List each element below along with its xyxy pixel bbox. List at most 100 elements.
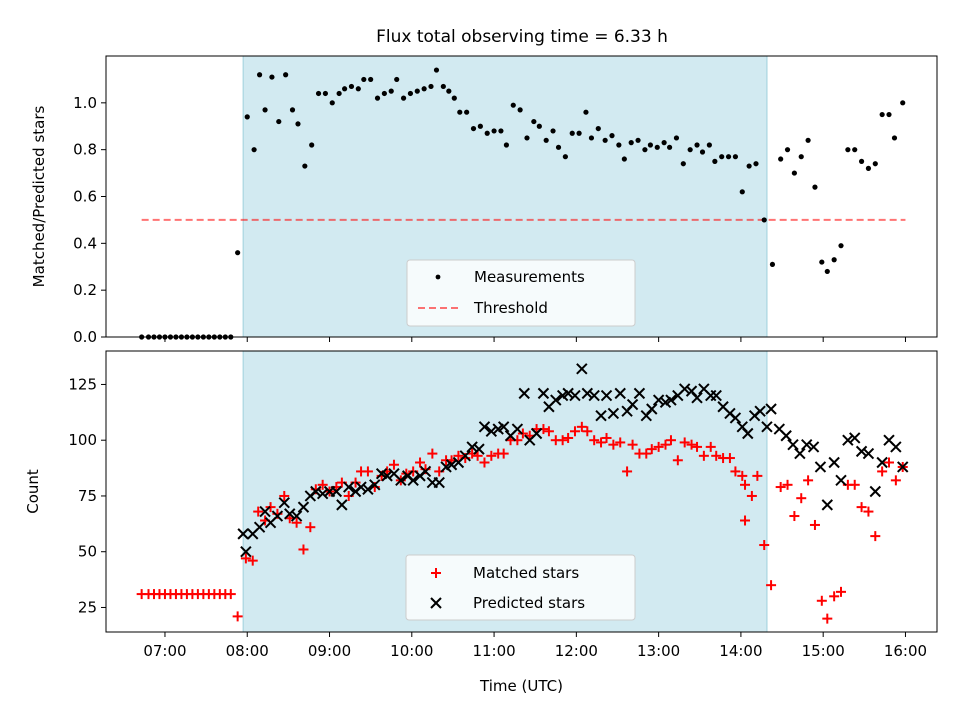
matched-star-point: [653, 441, 664, 452]
predicted-star-point: [381, 470, 393, 482]
matched-star-point: [646, 444, 657, 455]
time-x-tick-label: 08:00: [226, 642, 269, 660]
predicted-star-point: [278, 496, 290, 509]
predicted-star-point: [849, 432, 861, 444]
predicted-star-point: [581, 387, 594, 400]
matched-star-point: [615, 437, 626, 448]
count-y-axis-label: Count: [24, 469, 42, 514]
matched-star-point: [730, 466, 741, 477]
measurement-point: [761, 217, 767, 223]
matched-star-point: [856, 502, 867, 513]
matched-star-point: [679, 437, 690, 448]
measurement-point: [498, 128, 504, 134]
matched-star-point: [415, 457, 426, 468]
predicted-star-point: [497, 421, 510, 433]
measurement-point: [484, 130, 490, 136]
predicted-star-point: [678, 383, 691, 395]
predicted-star-point: [595, 409, 607, 422]
measurement-point: [865, 165, 872, 171]
measurement-point: [550, 128, 556, 134]
matched-star-point: [472, 450, 483, 461]
matched-star-point: [746, 490, 757, 501]
predicted-star-point: [814, 461, 827, 473]
measurement-point: [355, 86, 361, 92]
predicted-star-point: [284, 508, 296, 520]
matched-star-point: [692, 441, 703, 452]
predicted-star-point: [787, 438, 799, 451]
measurement-point: [446, 88, 452, 94]
ratio-y-tick-label: 0.6: [73, 188, 97, 206]
matched-star-point: [253, 506, 264, 517]
predicted-star-point: [576, 363, 588, 375]
matched-star-point: [569, 426, 580, 437]
measurement-point: [315, 90, 322, 97]
matched-star-point: [582, 426, 593, 437]
measurement-point: [628, 140, 634, 146]
predicted-star-point: [237, 528, 249, 540]
predicted-star-point: [821, 499, 834, 511]
predicted-star-point: [742, 427, 754, 440]
matched-star-point: [576, 421, 587, 432]
time-x-tick-label: 16:00: [884, 642, 927, 660]
predicted-star-point: [633, 387, 646, 400]
time-x-tick-label: 12:00: [555, 642, 598, 660]
measurement-point: [433, 67, 440, 73]
measurement-point: [891, 135, 898, 141]
ratio-y-tick-label: 0.8: [73, 141, 97, 159]
ratio-axes-frame: [105, 55, 938, 338]
measurement-point: [886, 111, 892, 118]
measurement-point: [852, 147, 858, 153]
predicted-star-point: [765, 403, 777, 415]
measurement-point: [583, 109, 589, 115]
measurement-point: [400, 95, 407, 101]
measurement-point: [283, 72, 289, 78]
predicted-star-point: [780, 430, 792, 442]
measurement-point: [309, 142, 315, 148]
legend-predicted-glyph: [430, 597, 442, 609]
measurement-point: [491, 128, 497, 134]
measurement-point: [524, 135, 530, 141]
predicted-star-point: [691, 392, 703, 404]
legend-matched-glyph: [431, 568, 441, 578]
ratio-y-axis-label: Matched/Predicted stars: [30, 106, 48, 288]
measurement-point: [739, 189, 745, 195]
measurement-point: [368, 76, 374, 83]
measurement-point: [244, 114, 250, 120]
measurement-point: [457, 109, 463, 115]
legend-threshold-label: Threshold: [473, 299, 548, 317]
measurement-point: [621, 156, 627, 162]
matched-star-point: [829, 591, 840, 602]
predicted-star-point: [362, 483, 374, 495]
predicted-star-point: [355, 481, 367, 493]
measurement-point: [569, 130, 575, 136]
matched-star-point: [789, 511, 800, 522]
matched-star-point: [737, 470, 748, 481]
ratio-legend: Measurements Threshold: [406, 259, 636, 327]
matched-star-point: [240, 553, 251, 564]
measurement-point: [251, 147, 257, 153]
predicted-star-point: [646, 403, 658, 415]
count-y-tick-label: 100: [68, 431, 97, 449]
measurement-point: [576, 130, 582, 136]
ratio-x-ticks: [164, 337, 906, 342]
ratio-y-tick-label: 1.0: [73, 94, 97, 112]
matched-star-point: [453, 450, 464, 461]
matched-star-point: [822, 613, 833, 624]
measurement-point: [769, 261, 776, 268]
matched-star-point: [724, 453, 735, 464]
matched-star-point: [486, 450, 497, 461]
predicted-star-point: [562, 387, 574, 400]
time-x-tick-label: 15:00: [802, 642, 845, 660]
matched-star-point: [317, 479, 328, 490]
measurement-point: [428, 83, 434, 90]
measurement-point: [302, 163, 308, 169]
predicted-star-point: [876, 456, 888, 469]
matched-star-point: [305, 522, 316, 533]
measurement-point: [374, 95, 381, 101]
predicted-star-point: [271, 510, 284, 522]
predicted-star-point: [537, 387, 550, 400]
ratio-y-ticks: 0.0 0.2 0.4 0.6 0.8 1.0: [73, 94, 106, 346]
matched-star-point: [705, 441, 716, 452]
measurement-point: [503, 142, 510, 148]
